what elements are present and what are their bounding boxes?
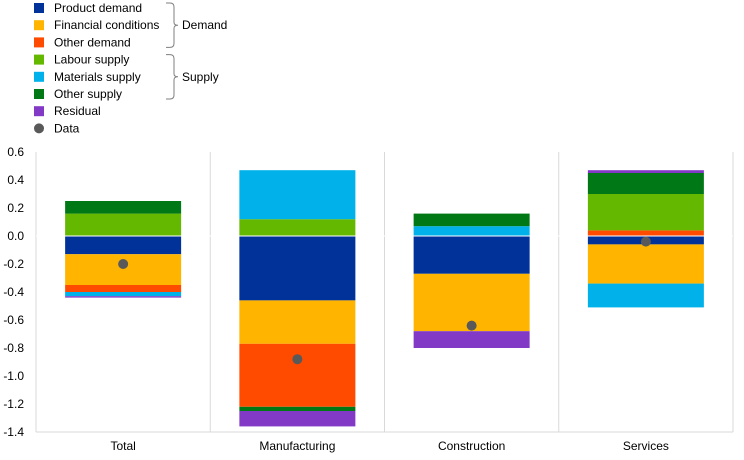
bar-manufacturing-other-demand (239, 343, 356, 407)
bar-services-materials-supply (587, 283, 704, 308)
bar-total-residual (65, 296, 182, 298)
bar-manufacturing-other-supply (239, 406, 356, 411)
y-tick-label: -0.8 (3, 341, 24, 355)
y-tick-label: 0.4 (7, 173, 24, 187)
y-tick-label: -0.4 (3, 285, 24, 299)
data-point-total (118, 259, 129, 269)
bar-construction-materials-supply (413, 226, 530, 236)
legend-marker-data (34, 123, 44, 134)
legend-label-labour-supply: Labour supply (54, 53, 129, 67)
y-tick-label: -1.4 (3, 425, 24, 439)
bar-services-financial-conditions (587, 244, 704, 284)
x-axis: Total Manufacturing Construction Services (36, 431, 733, 453)
category-separators (35, 152, 734, 432)
legend-swatch-materials-supply (34, 71, 44, 82)
y-axis: 0.6 0.4 0.2 0.0 -0.2 -0.4 -0.6 -0.8 -1.0 -1.2 -1.4 (3, 145, 24, 439)
legend-swatch-product-demand (34, 3, 44, 13)
bar-construction-other-supply (413, 213, 530, 227)
bar-total-other-demand (65, 285, 182, 292)
legend-label-other-demand: Other demand (54, 35, 131, 49)
legend-swatch-other-demand (34, 37, 44, 48)
bar-manufacturing-residual (239, 411, 356, 427)
data-point-services (640, 236, 651, 247)
data-point-construction (466, 320, 477, 331)
legend-swatch-residual (34, 106, 44, 117)
bar-total-materials-supply (65, 292, 182, 297)
x-tick-label-services: Services (623, 439, 669, 453)
bar-total-product-demand (65, 236, 182, 255)
bar-manufacturing-product-demand (239, 236, 356, 301)
y-tick-label: 0.0 (7, 229, 24, 243)
legend-group-brace-supply (166, 54, 179, 100)
legend-label-residual: Residual (54, 104, 101, 118)
legend-group-brace-demand (166, 2, 179, 48)
legend-label-financial-conditions: Financial conditions (54, 18, 159, 32)
bar-services-other-demand (587, 230, 704, 236)
bar-total-financial-conditions (65, 254, 182, 285)
y-tick-label: -0.6 (3, 313, 24, 327)
legend-label-product-demand: Product demand (54, 1, 142, 15)
y-tick-label: -1.0 (3, 369, 24, 383)
x-tick-label-total: Total (110, 439, 135, 453)
legend: Product demand Financial conditions Other … (34, 1, 227, 135)
y-tick-label: 0.6 (7, 145, 24, 159)
data-point-manufacturing (292, 354, 303, 365)
bar-construction-residual (413, 331, 530, 348)
legend-label-other-supply: Other supply (54, 87, 122, 101)
y-tick-label: -1.2 (3, 397, 24, 411)
bar-total-other-supply (65, 201, 182, 214)
legend-swatch-financial-conditions (34, 20, 44, 31)
legend-label-materials-supply: Materials supply (54, 70, 141, 84)
bar-manufacturing-materials-supply (239, 170, 356, 220)
bar-services-residual (587, 170, 704, 173)
legend-swatch-labour-supply (34, 54, 44, 65)
legend-label-data: Data (54, 121, 80, 135)
bar-manufacturing-financial-conditions (239, 300, 356, 344)
bar-total-labour-supply (65, 213, 182, 236)
x-tick-label-construction: Construction (438, 439, 505, 453)
bar-construction-product-demand (413, 236, 530, 274)
bar-manufacturing-labour-supply (239, 219, 356, 236)
y-tick-label: -0.2 (3, 257, 24, 271)
y-tick-label: 0.2 (7, 201, 24, 215)
bar-services-labour-supply (587, 194, 704, 231)
bars (36, 170, 733, 427)
legend-group-label-supply: Supply (182, 70, 219, 84)
legend-swatch-other-supply (34, 89, 44, 99)
x-tick-label-manufacturing: Manufacturing (259, 439, 335, 453)
data-points (118, 236, 651, 365)
legend-group-label-demand: Demand (182, 18, 227, 32)
bar-services-other-supply (587, 173, 704, 194)
